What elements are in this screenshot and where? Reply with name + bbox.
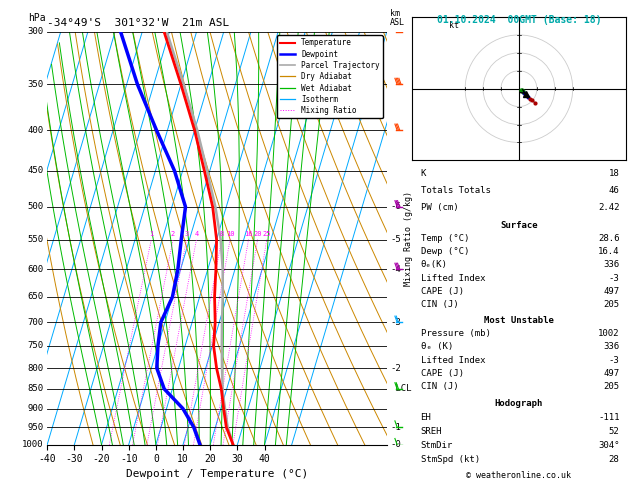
Text: km
ASL: km ASL xyxy=(390,9,405,27)
Text: 497: 497 xyxy=(603,287,620,296)
Text: 500: 500 xyxy=(28,202,44,211)
Text: 3: 3 xyxy=(184,231,189,238)
Text: 336: 336 xyxy=(603,342,620,351)
Text: -34°49'S  301°32'W  21m ASL: -34°49'S 301°32'W 21m ASL xyxy=(47,18,230,28)
Text: StmDir: StmDir xyxy=(421,441,453,450)
Text: 450: 450 xyxy=(28,166,44,175)
Text: Temp (°C): Temp (°C) xyxy=(421,234,469,243)
Text: -3: -3 xyxy=(609,274,620,282)
Text: 2: 2 xyxy=(171,231,175,238)
Text: 205: 205 xyxy=(603,300,620,309)
Text: -6: -6 xyxy=(390,202,401,211)
Text: 28.6: 28.6 xyxy=(598,234,620,243)
Text: CAPE (J): CAPE (J) xyxy=(421,369,464,378)
Text: 01.10.2024  00GMT (Base: 18): 01.10.2024 00GMT (Base: 18) xyxy=(437,15,601,25)
Text: -2: -2 xyxy=(390,364,401,373)
Text: LCL: LCL xyxy=(390,384,412,394)
Text: 1000: 1000 xyxy=(22,440,44,449)
Text: -3: -3 xyxy=(390,318,401,327)
X-axis label: Dewpoint / Temperature (°C): Dewpoint / Temperature (°C) xyxy=(126,469,308,479)
Text: CIN (J): CIN (J) xyxy=(421,382,458,392)
Text: 10: 10 xyxy=(226,231,235,238)
Text: 750: 750 xyxy=(28,342,44,350)
Text: 16.4: 16.4 xyxy=(598,247,620,256)
Text: 400: 400 xyxy=(28,126,44,135)
Text: 336: 336 xyxy=(603,260,620,269)
Text: CIN (J): CIN (J) xyxy=(421,300,458,309)
Text: 4: 4 xyxy=(194,231,199,238)
Text: CAPE (J): CAPE (J) xyxy=(421,287,464,296)
Text: 900: 900 xyxy=(28,404,44,413)
Text: Most Unstable: Most Unstable xyxy=(484,315,554,325)
Text: 25: 25 xyxy=(262,231,271,238)
Text: EH: EH xyxy=(421,413,431,422)
Text: Hodograph: Hodograph xyxy=(495,399,543,408)
Text: hPa: hPa xyxy=(28,13,46,23)
Text: -4: -4 xyxy=(390,265,401,274)
Text: K: K xyxy=(421,169,426,178)
Text: 350: 350 xyxy=(28,80,44,89)
Text: 300: 300 xyxy=(28,27,44,36)
Text: 700: 700 xyxy=(28,318,44,327)
Text: θₑ(K): θₑ(K) xyxy=(421,260,447,269)
Text: 497: 497 xyxy=(603,369,620,378)
Text: Surface: Surface xyxy=(500,221,538,230)
Text: -1: -1 xyxy=(390,423,401,432)
Text: PW (cm): PW (cm) xyxy=(421,203,458,212)
Text: 950: 950 xyxy=(28,423,44,432)
Text: 18: 18 xyxy=(609,169,620,178)
Text: Lifted Index: Lifted Index xyxy=(421,356,485,365)
Legend: Temperature, Dewpoint, Parcel Trajectory, Dry Adiabat, Wet Adiabat, Isotherm, Mi: Temperature, Dewpoint, Parcel Trajectory… xyxy=(277,35,383,118)
Text: 800: 800 xyxy=(28,364,44,373)
Text: StmSpd (kt): StmSpd (kt) xyxy=(421,455,480,464)
Text: 304°: 304° xyxy=(598,441,620,450)
Text: 46: 46 xyxy=(609,186,620,195)
Text: 600: 600 xyxy=(28,265,44,274)
Text: kt: kt xyxy=(449,20,459,30)
Text: Totals Totals: Totals Totals xyxy=(421,186,491,195)
Text: 8: 8 xyxy=(220,231,224,238)
Text: 850: 850 xyxy=(28,384,44,394)
Text: 1: 1 xyxy=(149,231,153,238)
Text: Lifted Index: Lifted Index xyxy=(421,274,485,282)
Text: 2.42: 2.42 xyxy=(598,203,620,212)
Text: Pressure (mb): Pressure (mb) xyxy=(421,329,491,338)
Text: 550: 550 xyxy=(28,235,44,244)
Text: Mixing Ratio (g/kg): Mixing Ratio (g/kg) xyxy=(404,191,413,286)
Text: 205: 205 xyxy=(603,382,620,392)
Text: 650: 650 xyxy=(28,293,44,301)
Text: 1002: 1002 xyxy=(598,329,620,338)
Text: θₑ (K): θₑ (K) xyxy=(421,342,453,351)
Text: SREH: SREH xyxy=(421,427,442,436)
Text: 16: 16 xyxy=(244,231,253,238)
Text: Dewp (°C): Dewp (°C) xyxy=(421,247,469,256)
Text: -5: -5 xyxy=(390,235,401,244)
Text: -111: -111 xyxy=(598,413,620,422)
Text: © weatheronline.co.uk: © weatheronline.co.uk xyxy=(467,471,571,480)
Text: -3: -3 xyxy=(609,356,620,365)
Text: 20: 20 xyxy=(253,231,262,238)
Text: 28: 28 xyxy=(609,455,620,464)
Text: -0: -0 xyxy=(390,440,401,449)
Text: 52: 52 xyxy=(609,427,620,436)
